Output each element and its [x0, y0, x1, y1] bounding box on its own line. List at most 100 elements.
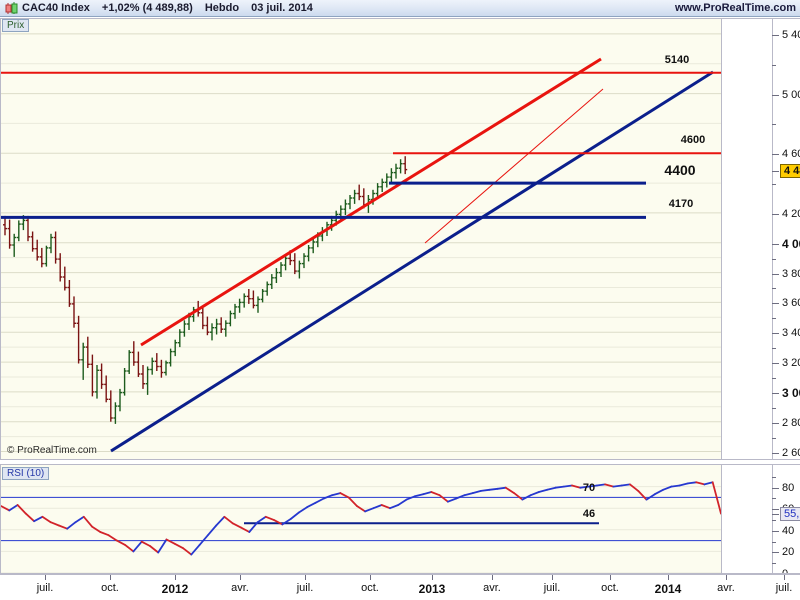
ohlc-bar — [352, 189, 357, 204]
y-tick-minor[interactable] — [772, 258, 776, 260]
tab-prix[interactable]: Prix — [2, 19, 30, 32]
x-tick[interactable] — [175, 575, 176, 580]
rsi-y-axis[interactable]: 80604020055,155 — [722, 464, 800, 574]
y-tick[interactable] — [772, 303, 779, 305]
ohlc-bar — [348, 195, 352, 210]
rsi-y-tick[interactable] — [772, 487, 779, 489]
rsi-y-tick-minor[interactable] — [772, 541, 776, 543]
y-tick[interactable] — [772, 34, 779, 36]
rsi-segment — [471, 489, 482, 495]
price-chart-area[interactable]: © ProRealTime.com 5140 4600 4400 4170 — [0, 18, 722, 460]
ohlc-bar — [136, 351, 141, 377]
rsi-segment — [413, 493, 425, 498]
rsi-segment — [339, 492, 350, 499]
x-tick[interactable] — [305, 575, 306, 580]
y-tick[interactable] — [772, 333, 779, 335]
ohlc-bar — [99, 363, 104, 389]
rsi-segment — [173, 542, 185, 550]
x-tick[interactable] — [240, 575, 241, 580]
x-tick[interactable] — [45, 575, 46, 580]
x-tick[interactable] — [552, 575, 553, 580]
rsi-y-tick[interactable] — [772, 509, 779, 511]
x-tick[interactable] — [110, 575, 111, 580]
ohlc-bar — [242, 293, 247, 308]
rsi-segment — [215, 515, 226, 527]
y-tick[interactable] — [772, 452, 779, 454]
y-tick[interactable] — [772, 154, 779, 156]
ohlc-bar — [260, 289, 265, 303]
rsi-y-tick[interactable] — [772, 530, 779, 532]
x-tick[interactable] — [784, 575, 785, 580]
y-tick[interactable] — [772, 243, 779, 245]
y-tick-minor[interactable] — [772, 377, 776, 379]
y-tick[interactable] — [772, 392, 779, 394]
y-tick[interactable] — [772, 363, 779, 365]
rsi-level-label-70: 70 — [582, 482, 596, 495]
y-tick-minor[interactable] — [772, 64, 776, 66]
rsi-segment — [240, 526, 251, 533]
rsi-segment — [422, 491, 433, 496]
rsi-segment — [629, 483, 640, 492]
x-tick[interactable] — [668, 575, 669, 580]
y-label-3 200: 3 200 — [782, 357, 800, 370]
rsi-segment — [538, 488, 549, 493]
rsi-segment — [446, 497, 458, 503]
rsi-segment — [41, 515, 52, 524]
ohlc-bar — [394, 163, 398, 179]
rsi-y-tick[interactable] — [772, 552, 779, 554]
y-tick[interactable] — [772, 422, 779, 424]
instrument-name: CAC40 Index — [22, 2, 90, 14]
x-axis[interactable]: juil. oct. 2012 avr. juil. oct. 2013 avr. juil. o… — [0, 574, 800, 600]
ohlc-bar — [237, 298, 242, 313]
price-tick[interactable] — [772, 170, 779, 172]
chart-date: 03 juil. 2014 — [251, 2, 313, 14]
y-tick-minor[interactable] — [772, 288, 776, 290]
ohlc-bar — [76, 315, 81, 364]
y-tick[interactable] — [772, 273, 779, 275]
price-y-axis[interactable]: 5 400 5 000 4 600 4 200 4 000 3 800 3 600 3 400… — [722, 18, 800, 460]
ohlc-bar — [233, 303, 237, 319]
lower-blue-channel[interactable] — [110, 70, 714, 453]
rsi-segment — [587, 484, 598, 488]
rsi-y-tick-minor[interactable] — [772, 476, 776, 478]
rsi-y-tick-minor[interactable] — [772, 563, 776, 565]
ohlc-bar — [44, 245, 49, 267]
y-tick-minor[interactable] — [772, 318, 776, 320]
brand-label: www.ProRealTime.com — [674, 2, 796, 14]
x-label-avr.: avr. — [483, 582, 501, 594]
ohlc-bar — [127, 350, 132, 374]
price-change: +1,02% (4 489,88) — [101, 2, 193, 14]
rsi-segment — [488, 487, 499, 491]
ohlc-bar — [67, 280, 72, 307]
x-tick[interactable] — [610, 575, 611, 580]
y-tick-minor[interactable] — [772, 184, 776, 186]
y-tick-minor[interactable] — [772, 348, 776, 350]
ohlc-bar — [228, 310, 233, 327]
upper-red-channel[interactable] — [140, 57, 602, 347]
y-tick-minor[interactable] — [772, 407, 776, 409]
x-tick[interactable] — [370, 575, 371, 580]
y-tick-minor[interactable] — [772, 437, 776, 439]
y-tick[interactable] — [772, 94, 779, 96]
y-tick[interactable] — [772, 213, 779, 215]
x-tick[interactable] — [432, 575, 433, 580]
level-label-5140: 5140 — [664, 53, 690, 66]
x-tick[interactable] — [492, 575, 493, 580]
rsi-y-tick-minor[interactable] — [772, 520, 776, 521]
ohlc-bar — [72, 296, 76, 328]
ohlc-bar — [182, 320, 187, 337]
tab-rsi[interactable]: RSI (10) — [2, 467, 50, 480]
rsi-chart-area[interactable]: 70 46 — [0, 464, 722, 574]
rsi-value-tick[interactable] — [772, 514, 779, 516]
rsi-segment — [190, 544, 201, 556]
rsi-segment — [306, 501, 317, 508]
ohlc-bar — [168, 348, 173, 367]
x-tick[interactable] — [726, 575, 727, 580]
ohlc-bar — [150, 357, 155, 375]
ohlc-bar — [246, 289, 251, 304]
rsi-y-tick-minor[interactable] — [772, 498, 776, 500]
y-tick-minor[interactable] — [772, 124, 776, 126]
price-chart-canvas — [1, 33, 721, 453]
y-label-3 000: 3 000 — [782, 385, 800, 400]
ohlc-bar — [292, 253, 297, 275]
